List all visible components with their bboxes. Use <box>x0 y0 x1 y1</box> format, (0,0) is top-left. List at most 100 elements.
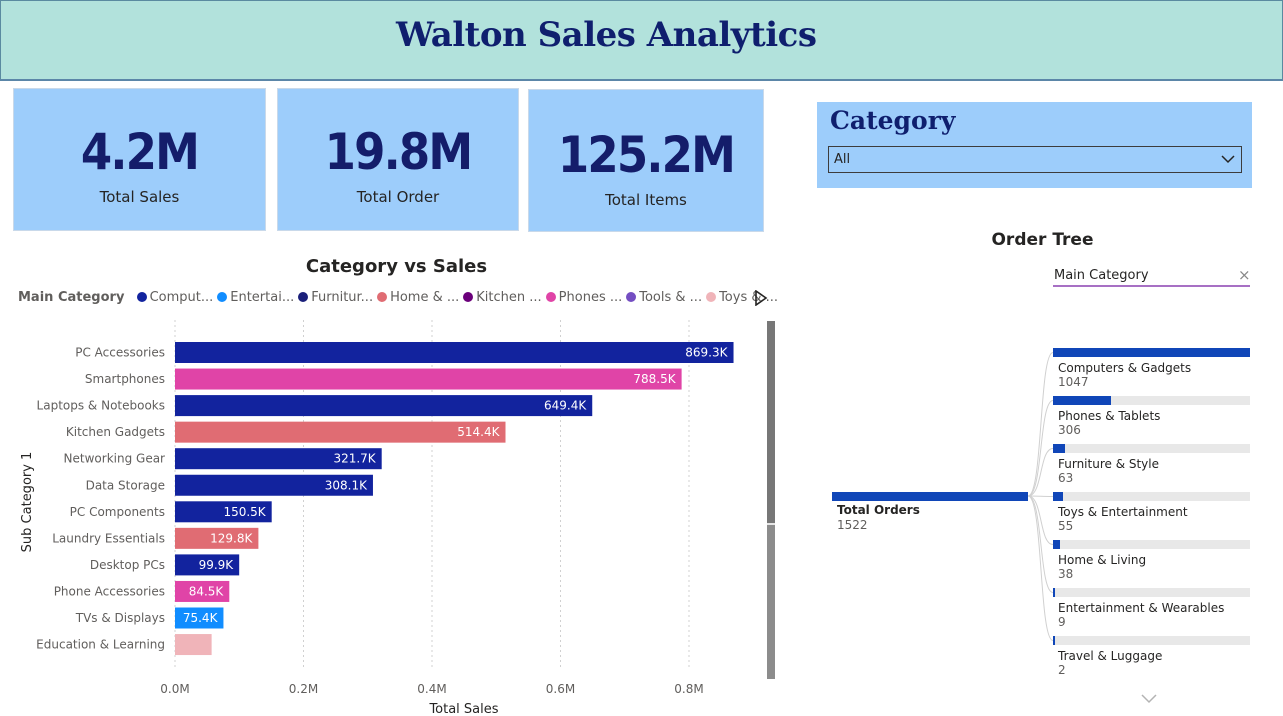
close-icon[interactable]: × <box>1238 266 1251 284</box>
data-label: 321.7K <box>333 452 376 466</box>
data-label: 84.5K <box>189 584 225 598</box>
tree-node-value: 2 <box>1058 663 1066 677</box>
legend-item[interactable]: Toys & ... <box>706 290 778 305</box>
bar[interactable] <box>175 554 240 576</box>
scrollbar-thumb[interactable] <box>767 321 775 523</box>
legend-item[interactable]: Furnitur... <box>298 290 373 305</box>
legend-item[interactable]: Phones ... <box>545 290 623 305</box>
bar[interactable] <box>175 342 734 363</box>
tree-level-label: Main Category <box>1054 268 1149 283</box>
tree-node-value: 63 <box>1058 471 1074 485</box>
bar[interactable] <box>175 501 272 523</box>
kpi-card-total-order[interactable]: 19.8M Total Order <box>277 88 519 231</box>
kpi-label: Total Items <box>605 191 687 209</box>
data-label: 514.4K <box>457 425 500 439</box>
tree-node-bar-track[interactable] <box>1053 540 1250 549</box>
category-label: PC Accessories <box>75 346 165 360</box>
tree-root-bar[interactable] <box>832 492 1028 501</box>
y-axis-title: Sub Category 1 <box>20 452 35 553</box>
bar[interactable] <box>175 421 506 443</box>
category-label: Laundry Essentials <box>52 531 165 545</box>
legend-dot-icon <box>626 292 637 302</box>
kpi-value: 4.2M <box>80 123 200 181</box>
tree-connector <box>1027 495 1054 545</box>
chevron-down-icon[interactable] <box>1140 690 1158 709</box>
data-label: 788.5K <box>633 372 676 386</box>
tree-node-label: Travel & Luggage <box>1058 649 1163 663</box>
legend-label: Kitchen ... <box>476 290 542 305</box>
legend-item[interactable]: Comput... <box>136 290 214 305</box>
tree-node-value: 9 <box>1058 615 1066 629</box>
tree-node-bar[interactable] <box>1053 636 1055 645</box>
legend-next-arrow-icon[interactable] <box>754 289 768 310</box>
tree-node-bar-track[interactable] <box>1053 636 1250 645</box>
category-vs-sales-chart: 0.0M 0.2M 0.4M 0.6M 0.8M PC Accessories 869.3K… <box>20 320 775 716</box>
chart-legend: Main Category Comput... Entertai... Furnit… <box>18 290 782 308</box>
legend-item[interactable]: Tools & ... <box>626 290 702 305</box>
data-label: 150.5K <box>223 505 266 519</box>
scrollbar-lower[interactable] <box>767 525 775 679</box>
category-label: Desktop PCs <box>90 558 165 572</box>
legend-item[interactable]: Home & ... <box>377 290 459 305</box>
chart-title: Category vs Sales <box>305 256 488 277</box>
tree-node-bar-track[interactable] <box>1053 588 1250 597</box>
bar[interactable] <box>175 474 373 496</box>
data-label: 869.3K <box>685 346 728 360</box>
bar[interactable] <box>175 448 382 470</box>
legend-item[interactable]: Entertai... <box>217 290 294 305</box>
tree-node-label: Home & Living <box>1058 553 1147 567</box>
data-label: 649.4K <box>544 399 587 413</box>
tree-node-label: Toys & Entertainment <box>1058 505 1188 519</box>
tree-node-bar[interactable] <box>1053 348 1250 357</box>
legend-label: Phones ... <box>558 290 623 305</box>
x-tick-label: 0.2M <box>289 682 318 696</box>
kpi-label: Total Sales <box>99 188 180 206</box>
bar[interactable] <box>175 580 230 602</box>
category-slicer: Category All <box>817 102 1252 188</box>
tree-node-label: Furniture & Style <box>1058 457 1160 471</box>
slicer-title: Category <box>830 106 956 135</box>
x-tick-label: 0.0M <box>160 682 189 696</box>
legend-title: Main Category <box>18 290 125 305</box>
tree-connector <box>1027 495 1054 497</box>
bar[interactable] <box>175 395 593 417</box>
legend-dot-icon <box>298 292 309 302</box>
legend-item[interactable]: Kitchen ... <box>463 290 542 305</box>
tree-node-bar[interactable] <box>1053 444 1065 453</box>
tree-node-bar[interactable] <box>1053 588 1055 597</box>
category-label: Phone Accessories <box>54 584 165 598</box>
order-tree-title: Order Tree <box>991 230 1094 250</box>
tree-node-bar-track[interactable] <box>1053 444 1250 453</box>
legend-dot-icon <box>217 292 228 302</box>
kpi-card-total-items[interactable]: 125.2M Total Items <box>528 89 764 232</box>
tree-node-bar[interactable] <box>1053 492 1064 501</box>
tree-root-label: Total Orders <box>837 503 920 517</box>
x-tick-label: 0.8M <box>674 682 703 696</box>
bar[interactable] <box>175 368 682 390</box>
category-label: Networking Gear <box>64 452 166 466</box>
category-label: Data Storage <box>86 478 165 492</box>
kpi-label: Total Order <box>356 188 440 206</box>
tree-node-bar[interactable] <box>1053 396 1111 405</box>
dashboard-title: Walton Sales Analytics <box>396 15 817 55</box>
tree-connectors <box>1027 352 1054 641</box>
bar[interactable] <box>175 527 259 549</box>
data-label: 75.4K <box>183 611 219 625</box>
bar[interactable] <box>175 607 224 629</box>
tree-node-bar-track[interactable] <box>1053 492 1250 501</box>
tree-level-underline <box>1053 285 1250 287</box>
bar[interactable] <box>175 634 212 656</box>
category-label: Education & Learning <box>36 638 165 652</box>
tree-node-bar-track[interactable] <box>1053 396 1250 405</box>
data-label: 308.1K <box>325 478 368 492</box>
legend-label: Tools & ... <box>639 290 703 305</box>
tree-node-bar[interactable] <box>1053 540 1061 549</box>
category-dropdown[interactable]: All <box>828 146 1242 173</box>
kpi-card-total-sales[interactable]: 4.2M Total Sales <box>13 88 266 231</box>
legend-label: Comput... <box>149 290 214 305</box>
chevron-down-icon[interactable] <box>1220 151 1236 170</box>
kpi-value: 19.8M <box>324 123 474 181</box>
category-label: Smartphones <box>85 372 165 386</box>
legend-label: Toys & ... <box>719 290 779 305</box>
tree-node-label: Entertainment & Wearables <box>1058 601 1225 615</box>
